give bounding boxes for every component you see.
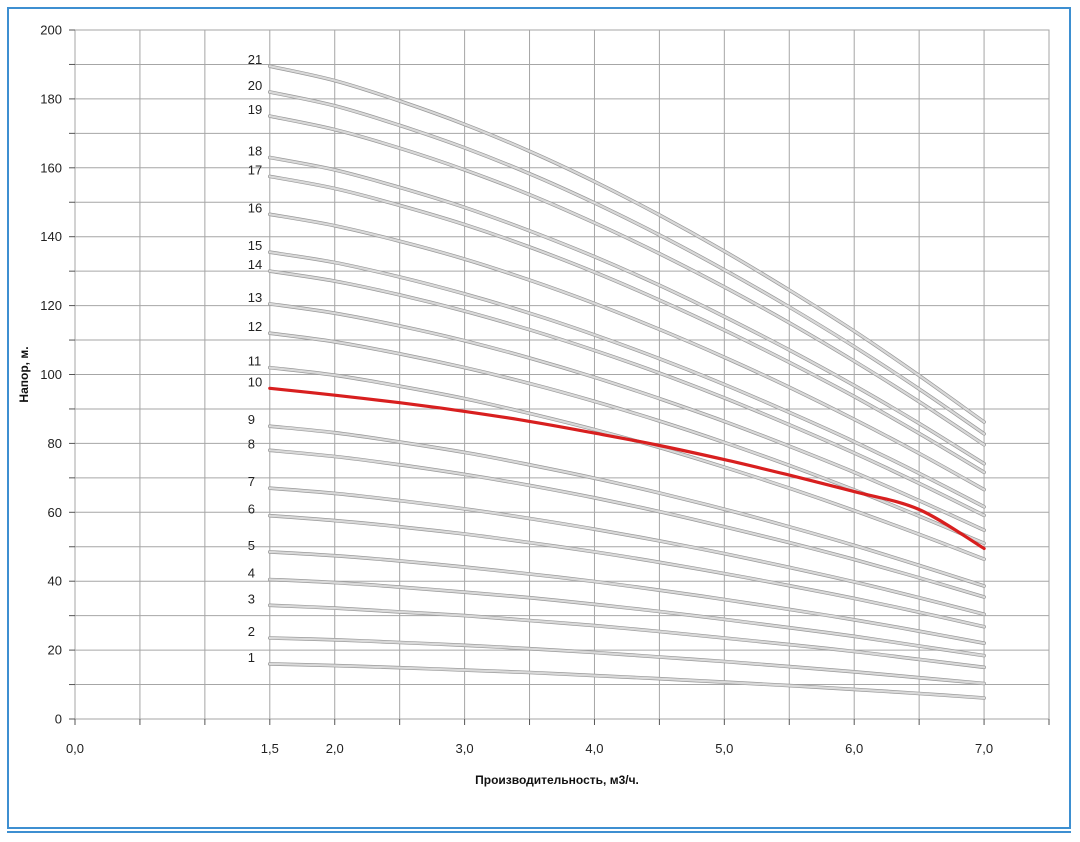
y-tick-label: 160 xyxy=(40,160,62,175)
curve-14 xyxy=(268,270,986,517)
curve-label-9: 9 xyxy=(248,412,255,427)
curve-label-5: 5 xyxy=(248,538,255,553)
curve-19 xyxy=(268,115,986,446)
curve-15 xyxy=(268,251,986,508)
y-tick-label: 180 xyxy=(40,91,62,106)
curve-19-edge xyxy=(268,114,986,447)
curve-label-1: 1 xyxy=(248,650,255,665)
curve-3 xyxy=(268,604,986,669)
curve-18 xyxy=(268,156,986,465)
curve-4 xyxy=(268,578,986,657)
curve-16-edge xyxy=(268,212,986,492)
curve-label-12: 12 xyxy=(248,319,262,334)
curve-label-21: 21 xyxy=(248,52,262,67)
curve-13 xyxy=(268,302,986,532)
curve-label-3: 3 xyxy=(248,591,255,606)
curve-7 xyxy=(268,487,986,616)
bottom-divider xyxy=(7,831,1071,833)
curve-label-11: 11 xyxy=(248,354,261,369)
y-tick-label: 20 xyxy=(48,643,62,658)
y-tick-label: 60 xyxy=(48,505,62,520)
x-tick-label: 1,5 xyxy=(261,741,279,756)
x-tick-label: 0,0 xyxy=(66,741,84,756)
curve-14-edge xyxy=(268,269,986,518)
x-tick-label: 2,0 xyxy=(326,741,344,756)
curve-label-7: 7 xyxy=(248,474,255,489)
curve-label-6: 6 xyxy=(248,502,255,517)
curve-1-edge xyxy=(268,662,986,700)
x-tick-label: 3,0 xyxy=(456,741,474,756)
y-tick-label: 100 xyxy=(40,367,62,382)
curve-20 xyxy=(268,90,986,435)
curve-17 xyxy=(268,175,986,474)
x-tick-label: 6,0 xyxy=(845,741,863,756)
curve-21 xyxy=(268,65,986,424)
x-tick-label: 5,0 xyxy=(715,741,733,756)
curve-16 xyxy=(268,213,986,491)
y-tick-label: 0 xyxy=(55,712,62,727)
curve-17-edge xyxy=(268,174,986,475)
curve-label-4: 4 xyxy=(248,565,255,580)
y-axis-title: Напор, м. xyxy=(17,346,31,402)
curve-9 xyxy=(268,425,986,588)
y-tick-label: 40 xyxy=(48,574,62,589)
x-tick-label: 4,0 xyxy=(585,741,603,756)
curve-8 xyxy=(268,449,986,599)
curve-label-14: 14 xyxy=(248,257,262,272)
curve-label-10: 10 xyxy=(248,374,262,389)
x-axis-title: Производительность, м3/ч. xyxy=(475,773,639,787)
y-tick-label: 140 xyxy=(40,229,62,244)
curve-label-2: 2 xyxy=(248,624,255,639)
curve-3-edge xyxy=(268,603,986,670)
curve-1 xyxy=(268,662,986,700)
y-tick-label: 200 xyxy=(40,23,62,38)
curve-label-15: 15 xyxy=(248,238,262,253)
curve-label-13: 13 xyxy=(248,290,262,305)
y-tick-label: 80 xyxy=(48,436,62,451)
curve-label-16: 16 xyxy=(248,200,262,215)
curve-label-18: 18 xyxy=(248,143,262,158)
curve-18-edge xyxy=(268,155,986,466)
curve-label-19: 19 xyxy=(248,102,262,117)
curve-5 xyxy=(268,550,986,645)
grid xyxy=(74,29,1050,720)
curve-6 xyxy=(268,514,986,628)
curve-10-highlighted xyxy=(268,386,986,551)
curve-2 xyxy=(268,636,986,685)
curve-label-8: 8 xyxy=(248,436,255,451)
y-tick-label: 120 xyxy=(40,298,62,313)
curve-label-20: 20 xyxy=(248,78,262,93)
curves xyxy=(268,64,986,700)
curve-label-17: 17 xyxy=(248,162,262,177)
curve-4-edge xyxy=(268,577,986,658)
x-tick-label: 7,0 xyxy=(975,741,993,756)
